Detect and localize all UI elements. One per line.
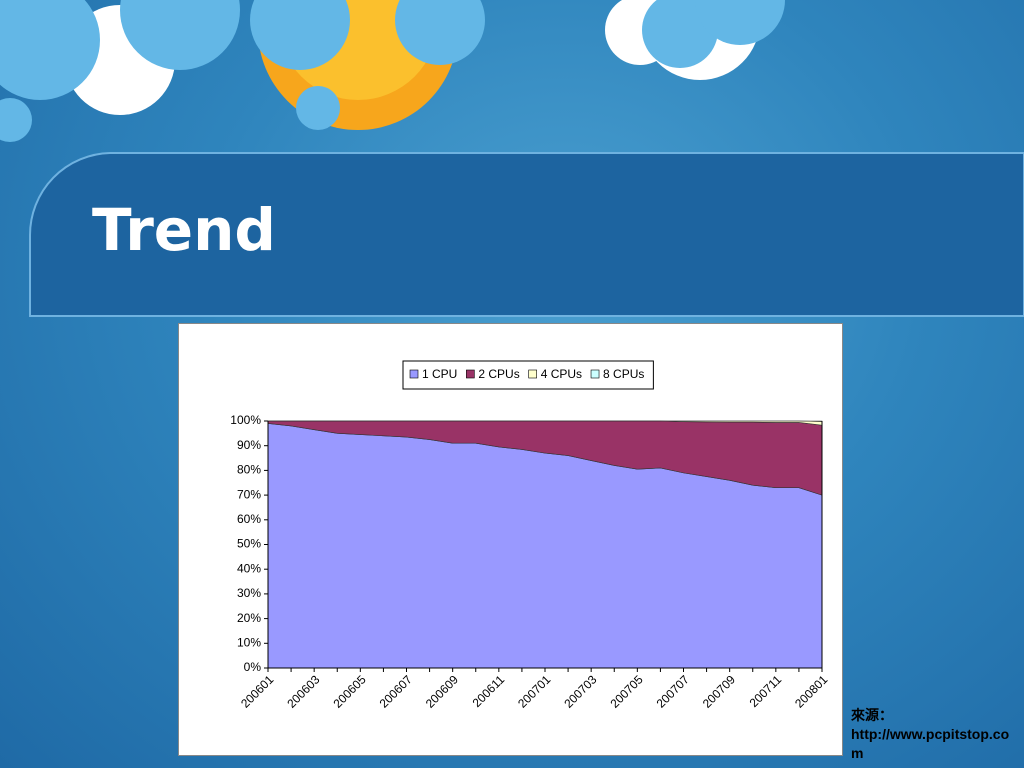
legend-swatch [466, 369, 475, 379]
y-tick-label: 20% [237, 611, 261, 625]
slide-title: Trend [92, 196, 276, 264]
y-tick-label: 10% [237, 635, 261, 649]
legend-label: 1 CPU [422, 367, 457, 381]
legend-label: 4 CPUs [541, 367, 582, 381]
y-tick-label: 60% [237, 512, 261, 526]
x-tick-label: 200705 [607, 672, 645, 710]
y-tick-label: 40% [237, 561, 261, 575]
x-tick-label: 200701 [515, 672, 553, 710]
y-tick-label: 100% [230, 413, 261, 427]
title-band [29, 152, 1024, 317]
legend-label: 8 CPUs [603, 367, 644, 381]
x-tick-label: 200707 [654, 672, 692, 710]
y-tick-label: 50% [237, 537, 261, 551]
chart: 0%10%20%30%40%50%60%70%80%90%100%200601 2… [178, 323, 843, 756]
x-tick-label: 200711 [747, 672, 785, 710]
legend-swatch [528, 369, 537, 379]
legend-label: 2 CPUs [478, 367, 519, 381]
y-tick-label: 70% [237, 487, 261, 501]
x-tick-label: 200607 [377, 672, 415, 710]
y-tick-label: 0% [244, 660, 262, 674]
source-note: 來源： http://www.pcpitstop.com [851, 706, 1016, 763]
legend: 1 CPU 2 CPUs 4 CPUs 8 CPUs [402, 360, 654, 390]
x-tick-label: 200709 [700, 672, 738, 710]
y-tick-label: 30% [237, 586, 261, 600]
clouds-blue [0, 0, 785, 142]
x-tick-label: 200801 [792, 672, 830, 710]
x-tick-label: 200611 [470, 672, 508, 710]
legend-swatch [590, 369, 600, 379]
source-label: 來源： [851, 707, 893, 723]
x-tick-label: 200601 [238, 672, 276, 710]
legend-box [402, 360, 654, 390]
x-tick-label: 200605 [330, 672, 368, 710]
y-tick-label: 80% [237, 463, 261, 477]
x-tick-label: 200609 [423, 672, 461, 710]
x-tick-label: 200603 [284, 672, 322, 710]
x-tick-label: 200703 [561, 672, 599, 710]
y-tick-label: 90% [237, 438, 261, 452]
chart-border [178, 323, 843, 756]
legend-swatch [409, 369, 419, 379]
source-url: http://www.pcpitstop.com [851, 726, 1010, 761]
